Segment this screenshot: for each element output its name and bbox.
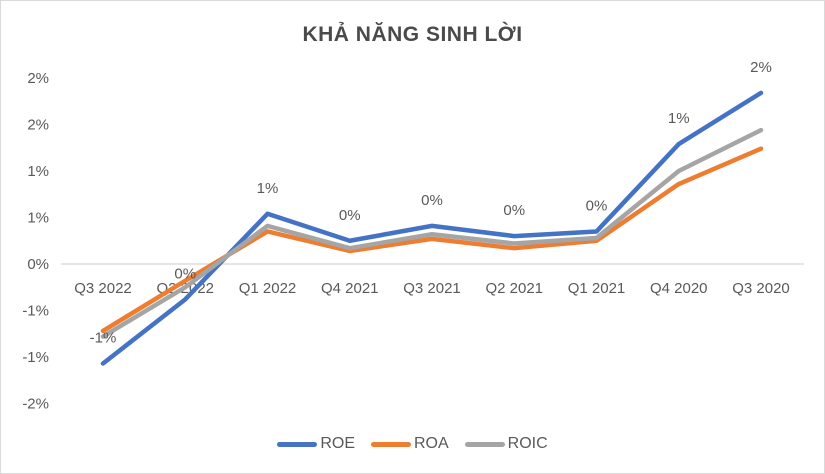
chart-legend: ROE ROA ROIC <box>1 435 824 453</box>
legend-label-roe: ROE <box>320 435 355 452</box>
y-tick-label: -2% <box>22 396 49 413</box>
y-tick-label: -1% <box>22 303 49 320</box>
series-line-roic <box>100 127 764 339</box>
x-axis-label: Q3 2021 <box>403 280 461 297</box>
data-label-roe: 2% <box>750 59 772 76</box>
x-axis-label: Q4 2021 <box>321 280 379 297</box>
x-axis-label: Q1 2021 <box>568 280 626 297</box>
legend-item-roa: ROA <box>371 435 449 453</box>
x-axis-label: Q2 2021 <box>485 280 543 297</box>
y-tick-label: 1% <box>27 163 49 180</box>
data-label-roe: 1% <box>257 180 279 197</box>
data-label-roe: 0% <box>174 265 196 282</box>
legend-item-roe: ROE <box>277 435 355 453</box>
y-tick-label: -1% <box>22 349 49 366</box>
data-label-roe: 0% <box>503 202 525 219</box>
data-label-roe: 0% <box>586 197 608 214</box>
legend-line-swatch-roe <box>277 441 318 447</box>
series-line-roa <box>100 146 764 334</box>
chart-title: KHẢ NĂNG SINH LỜI <box>302 23 523 46</box>
data-label-roe: 0% <box>421 192 443 209</box>
x-axis-label: Q3 2022 <box>74 280 132 297</box>
y-tick-label: 0% <box>27 256 49 273</box>
legend-label-roic: ROIC <box>507 435 548 452</box>
x-axis-label: Q3 2020 <box>732 280 790 297</box>
legend-item-roic: ROIC <box>464 435 548 453</box>
legend-line-swatch-roa <box>371 441 411 447</box>
legend-line-swatch-roic <box>464 441 505 447</box>
series-line-roe <box>100 90 764 366</box>
y-tick-label: 1% <box>27 210 49 227</box>
legend-label-roa: ROA <box>414 435 449 452</box>
y-tick-label: 2% <box>27 117 49 134</box>
x-axis-label: Q1 2022 <box>239 280 297 297</box>
data-label-roe: 1% <box>668 110 690 127</box>
data-label-roe: 0% <box>339 207 361 224</box>
x-axis-label: Q4 2020 <box>650 280 708 297</box>
y-tick-label: 2% <box>27 70 49 87</box>
data-label-roe: -1% <box>90 330 117 347</box>
